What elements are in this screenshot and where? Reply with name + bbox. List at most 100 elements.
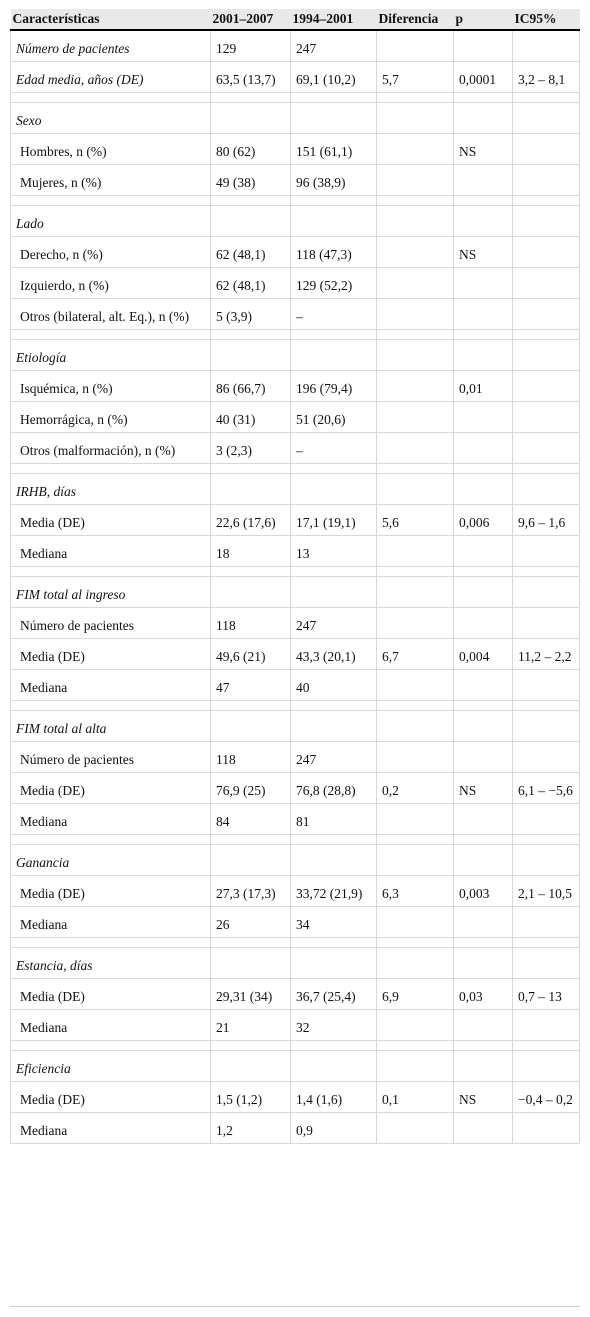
cell: 13 bbox=[290, 535, 377, 567]
cell: 51 (20,6) bbox=[290, 401, 377, 433]
header-cell: p bbox=[453, 9, 513, 31]
empty-cell bbox=[512, 236, 580, 268]
row-label: Mediana bbox=[10, 1112, 211, 1144]
data-row: Mediana 84 81 bbox=[10, 803, 580, 835]
row-label: Media (DE) bbox=[10, 875, 211, 907]
data-row: Mujeres, n (%) 49 (38) 96 (38,9) bbox=[10, 164, 580, 196]
empty-cell bbox=[376, 576, 454, 608]
cell: NS bbox=[453, 1081, 513, 1113]
empty-cell bbox=[290, 710, 377, 742]
row-label: Edad media, años (DE) bbox=[10, 61, 211, 93]
cell: 76,9 (25) bbox=[210, 772, 291, 804]
cell: 118 bbox=[210, 741, 291, 773]
empty-cell bbox=[376, 669, 454, 701]
empty-cell bbox=[376, 298, 454, 330]
spacer-cell bbox=[210, 195, 291, 206]
spacer-cell bbox=[210, 329, 291, 340]
data-table: Características 2001–2007 1994–2001 Diferen… bbox=[10, 9, 580, 1144]
spacer-cell bbox=[290, 566, 377, 577]
section-title: FIM total al alta bbox=[10, 710, 211, 742]
row-label: Derecho, n (%) bbox=[10, 236, 211, 268]
spacer-row bbox=[10, 834, 580, 845]
header-row: Características 2001–2007 1994–2001 Diferen… bbox=[10, 9, 580, 31]
spacer-cell bbox=[290, 937, 377, 948]
empty-cell bbox=[376, 432, 454, 464]
empty-cell bbox=[512, 741, 580, 773]
table-body: Número de pacientes 129 247 Edad media, año… bbox=[10, 29, 580, 1144]
spacer-cell bbox=[376, 834, 454, 845]
cell: 0,01 bbox=[453, 370, 513, 402]
cell: 0,7 – 13 bbox=[512, 978, 580, 1010]
spacer-cell bbox=[210, 700, 291, 711]
data-row: Media (DE) 29,31 (34) 36,7 (25,4) 6,9 0,03 0,… bbox=[10, 978, 580, 1010]
row-label: Mediana bbox=[10, 906, 211, 938]
empty-cell bbox=[453, 710, 513, 742]
empty-cell bbox=[512, 844, 580, 876]
spacer-cell bbox=[376, 566, 454, 577]
empty-cell bbox=[512, 298, 580, 330]
cell: 0,1 bbox=[376, 1081, 454, 1113]
empty-cell bbox=[512, 164, 580, 196]
empty-cell bbox=[453, 1050, 513, 1082]
cell: 0,004 bbox=[453, 638, 513, 670]
spacer-cell bbox=[10, 1040, 211, 1051]
cell: 22,6 (17,6) bbox=[210, 504, 291, 536]
empty-cell bbox=[453, 102, 513, 134]
empty-cell bbox=[453, 844, 513, 876]
empty-cell bbox=[512, 133, 580, 165]
cell: 247 bbox=[290, 741, 377, 773]
empty-cell bbox=[376, 164, 454, 196]
empty-cell bbox=[210, 473, 291, 505]
cell: 0,9 bbox=[290, 1112, 377, 1144]
empty-cell bbox=[453, 576, 513, 608]
data-row: Isquémica, n (%) 86 (66,7) 196 (79,4) 0,01 bbox=[10, 370, 580, 402]
cell: 5,6 bbox=[376, 504, 454, 536]
row-label: Mediana bbox=[10, 669, 211, 701]
data-row: Edad media, años (DE) 63,5 (13,7) 69,1 (10… bbox=[10, 61, 580, 93]
spacer-cell bbox=[453, 700, 513, 711]
cell: 40 bbox=[290, 669, 377, 701]
cell: 47 bbox=[210, 669, 291, 701]
empty-cell bbox=[210, 1050, 291, 1082]
empty-cell bbox=[376, 535, 454, 567]
data-row: Mediana 1,2 0,9 bbox=[10, 1112, 580, 1144]
cell: 129 (52,2) bbox=[290, 267, 377, 299]
cell: 9,6 – 1,6 bbox=[512, 504, 580, 536]
row-label: Mediana bbox=[10, 535, 211, 567]
empty-cell bbox=[512, 339, 580, 371]
cell: 86 (66,7) bbox=[210, 370, 291, 402]
section-row: IRHB, días bbox=[10, 473, 580, 505]
section-row: Ganancia bbox=[10, 844, 580, 876]
empty-cell bbox=[453, 267, 513, 299]
cell: 69,1 (10,2) bbox=[290, 61, 377, 93]
empty-cell bbox=[453, 906, 513, 938]
empty-cell bbox=[376, 741, 454, 773]
empty-cell bbox=[512, 473, 580, 505]
header-cell: Características bbox=[10, 9, 211, 31]
spacer-cell bbox=[290, 195, 377, 206]
cell: 5,7 bbox=[376, 61, 454, 93]
data-row: Mediana 26 34 bbox=[10, 906, 580, 938]
empty-cell bbox=[453, 535, 513, 567]
data-row: Izquierdo, n (%) 62 (48,1) 129 (52,2) bbox=[10, 267, 580, 299]
section-title: Etiología bbox=[10, 339, 211, 371]
cell: 247 bbox=[290, 607, 377, 639]
empty-cell bbox=[290, 473, 377, 505]
spacer-cell bbox=[290, 700, 377, 711]
spacer-row bbox=[10, 566, 580, 577]
cell: 26 bbox=[210, 906, 291, 938]
cell: 0,0001 bbox=[453, 61, 513, 93]
spacer-row bbox=[10, 463, 580, 474]
empty-cell bbox=[453, 298, 513, 330]
empty-cell bbox=[512, 669, 580, 701]
cell: 81 bbox=[290, 803, 377, 835]
section-title: IRHB, días bbox=[10, 473, 211, 505]
section-row: Eficiencia bbox=[10, 1050, 580, 1082]
data-row: Derecho, n (%) 62 (48,1) 118 (47,3) NS bbox=[10, 236, 580, 268]
empty-cell bbox=[512, 1050, 580, 1082]
spacer-row bbox=[10, 195, 580, 206]
empty-cell bbox=[376, 473, 454, 505]
empty-cell bbox=[512, 607, 580, 639]
spacer-cell bbox=[512, 1040, 580, 1051]
spacer-cell bbox=[290, 92, 377, 103]
